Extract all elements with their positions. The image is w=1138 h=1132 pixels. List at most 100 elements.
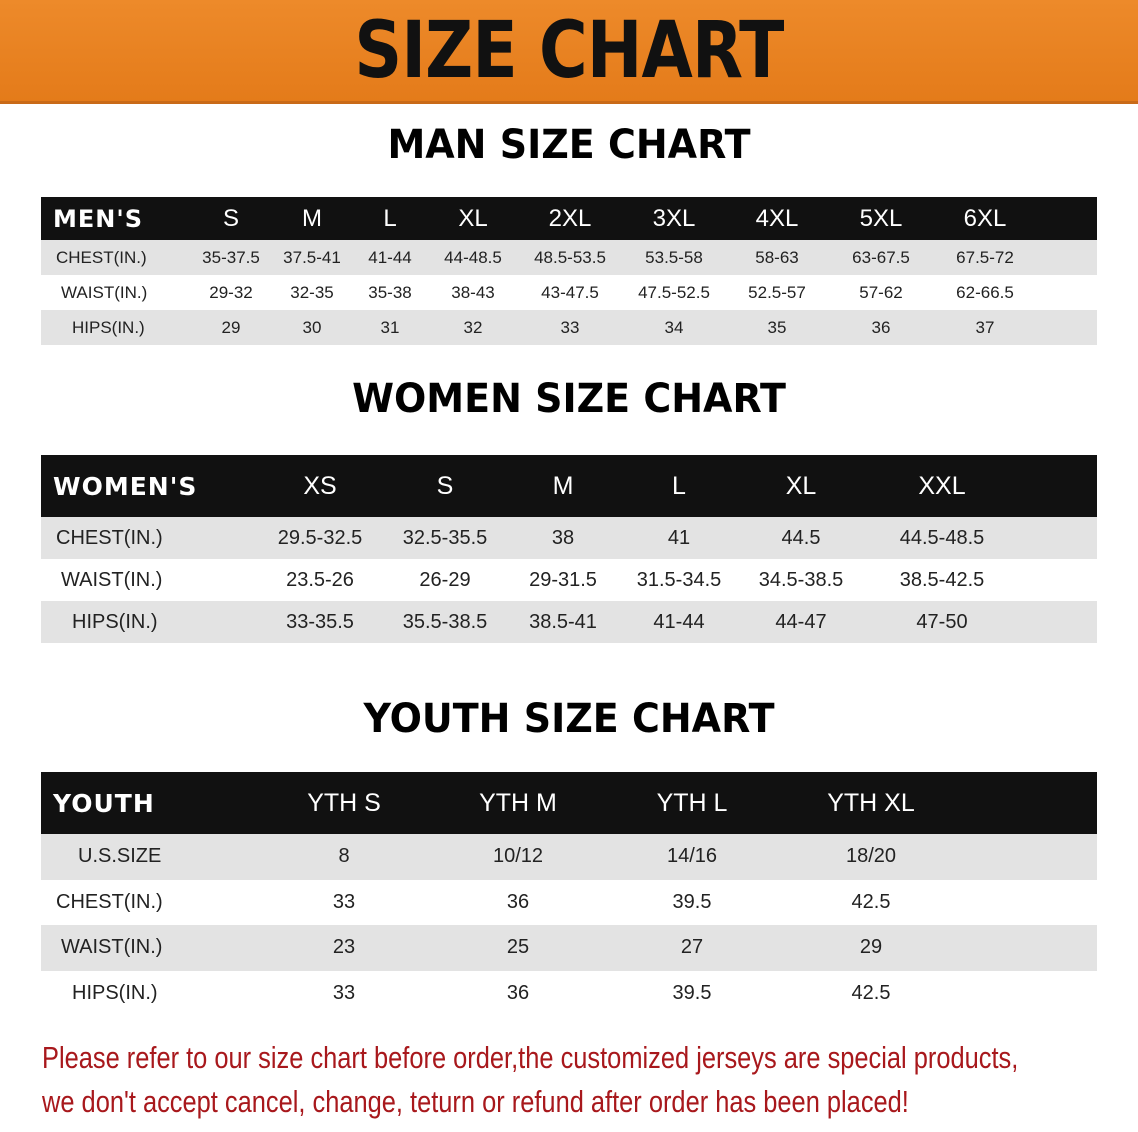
- size-header-5xl: 5XL: [859, 204, 903, 232]
- table-cell: 63-67.5: [852, 247, 910, 267]
- row-label: HIPS(IN.): [72, 610, 158, 633]
- row-label: HIPS(IN.): [72, 981, 158, 1004]
- table-cell: 38.5-42.5: [899, 568, 985, 591]
- table-header-row: WOMEN'S XS S M L XL XXL: [41, 455, 1097, 517]
- row-label: CHEST(IN.): [56, 526, 163, 549]
- table-cell: 33: [560, 317, 580, 337]
- table-cell: 29: [221, 317, 241, 337]
- table-cell: 35.5-38.5: [402, 610, 488, 633]
- table-cell: 44-48.5: [444, 247, 502, 267]
- table-cell: 41: [667, 526, 691, 549]
- table-cell: 27: [680, 936, 704, 959]
- table-cell: 34: [664, 317, 684, 337]
- table-cell: 62-66.5: [956, 282, 1014, 302]
- table-cell: 36: [871, 317, 891, 337]
- table-cell: 35-37.5: [202, 247, 260, 267]
- table-header-row: MEN'S S M L XL 2XL 3XL 4XL 5XL 6XL: [41, 197, 1097, 240]
- size-header-2xl: 2XL: [548, 204, 592, 232]
- table-cell: 36: [506, 981, 530, 1004]
- size-header-m: M: [302, 204, 322, 232]
- size-header-l: L: [383, 204, 397, 232]
- table-cell: 57-62: [859, 282, 903, 302]
- table-cell: 29: [859, 936, 883, 959]
- size-header-yth-s: YTH S: [307, 788, 381, 817]
- header-label: YOUTH: [53, 788, 155, 818]
- size-header-yth-m: YTH M: [479, 788, 557, 817]
- row-label: CHEST(IN.): [56, 890, 163, 913]
- table-cell: 31.5-34.5: [636, 568, 722, 591]
- row-label: HIPS(IN.): [72, 317, 145, 337]
- table-cell: 38-43: [451, 282, 495, 302]
- table-cell: 32.5-35.5: [402, 526, 488, 549]
- table-cell: 39.5: [672, 890, 712, 913]
- table-row: HIPS(IN.) 33-35.5 35.5-38.5 38.5-41 41-44 44-…: [41, 601, 1097, 643]
- size-header-3xl: 3XL: [652, 204, 696, 232]
- table-cell: 10/12: [492, 845, 544, 868]
- table-row: CHEST(IN.) 29.5-32.5 32.5-35.5 38 41 44.5 44.5…: [41, 517, 1097, 559]
- table-cell: 38: [551, 526, 575, 549]
- table-cell: 47-50: [916, 610, 968, 633]
- size-chart-banner: SIZE CHART: [0, 0, 1138, 104]
- table-header-row: YOUTH YTH S YTH M YTH L YTH XL: [41, 772, 1097, 834]
- table-cell: 47.5-52.5: [638, 282, 710, 302]
- row-label: WAIST(IN.): [61, 568, 163, 591]
- table-cell: 18/20: [845, 845, 897, 868]
- banner-title: SIZE CHART: [354, 6, 784, 96]
- table-cell: 53.5-58: [645, 247, 703, 267]
- table-cell: 67.5-72: [956, 247, 1014, 267]
- table-cell: 44.5: [781, 526, 821, 549]
- table-cell: 44-47: [775, 610, 827, 633]
- table-cell: 30: [302, 317, 322, 337]
- youth-section-title: YOUTH SIZE CHART: [363, 696, 775, 742]
- table-cell: 31: [380, 317, 400, 337]
- size-header-xl: XL: [458, 204, 488, 232]
- size-header-yth-l: YTH L: [656, 788, 728, 817]
- row-label: WAIST(IN.): [61, 282, 148, 302]
- size-header-4xl: 4XL: [755, 204, 799, 232]
- table-cell: 23: [332, 936, 356, 959]
- size-header-m: M: [552, 471, 574, 500]
- table-cell: 48.5-53.5: [534, 247, 606, 267]
- size-header-6xl: 6XL: [963, 204, 1007, 232]
- table-cell: 35-38: [368, 282, 412, 302]
- table-cell: 14/16: [666, 845, 718, 868]
- table-row: HIPS(IN.) 33 36 39.5 42.5: [41, 971, 1097, 1017]
- row-label: WAIST(IN.): [61, 936, 163, 959]
- men-section-title: MAN SIZE CHART: [387, 122, 751, 168]
- table-cell: 39.5: [672, 981, 712, 1004]
- table-cell: 23.5-26: [286, 568, 354, 591]
- table-cell: 32: [463, 317, 483, 337]
- size-header-xs: XS: [303, 471, 337, 500]
- row-label: U.S.SIZE: [78, 845, 162, 868]
- table-cell: 41-44: [653, 610, 705, 633]
- table-row: WAIST(IN.) 23.5-26 26-29 29-31.5 31.5-34.5 34…: [41, 559, 1097, 601]
- header-label: WOMEN'S: [53, 471, 198, 501]
- size-header-yth-xl: YTH XL: [827, 788, 915, 817]
- table-cell: 41-44: [368, 247, 412, 267]
- table-cell: 33-35.5: [286, 610, 354, 633]
- size-header-xl: XL: [785, 471, 817, 500]
- notice-line-1: Please refer to our size chart before or…: [42, 1040, 1019, 1075]
- table-cell: 25: [506, 936, 530, 959]
- table-cell: 34.5-38.5: [758, 568, 844, 591]
- table-row: CHEST(IN.) 33 36 39.5 42.5: [41, 880, 1097, 926]
- table-cell: 42.5: [851, 981, 891, 1004]
- table-cell: 37.5-41: [283, 247, 341, 267]
- size-header-s: S: [222, 204, 240, 232]
- table-cell: 32-35: [290, 282, 334, 302]
- size-header-xxl: XXL: [918, 471, 966, 500]
- row-label: CHEST(IN.): [56, 247, 147, 267]
- table-row: U.S.SIZE 8 10/12 14/16 18/20: [41, 834, 1097, 880]
- size-header-s: S: [436, 471, 454, 500]
- table-cell: 44.5-48.5: [899, 526, 985, 549]
- table-cell: 37: [975, 317, 995, 337]
- table-cell: 26-29: [419, 568, 471, 591]
- table-row: WAIST(IN.) 23 25 27 29: [41, 925, 1097, 971]
- table-cell: 43-47.5: [541, 282, 599, 302]
- table-cell: 8: [338, 845, 350, 868]
- table-row: WAIST(IN.) 29-32 32-35 35-38 38-43 43-47.5 47.…: [41, 275, 1097, 310]
- table-row: HIPS(IN.) 29 30 31 32 33 34 35 36 37: [41, 310, 1097, 345]
- size-header-l: L: [672, 471, 686, 500]
- table-cell: 33: [332, 890, 356, 913]
- women-section-title: WOMEN SIZE CHART: [352, 376, 786, 422]
